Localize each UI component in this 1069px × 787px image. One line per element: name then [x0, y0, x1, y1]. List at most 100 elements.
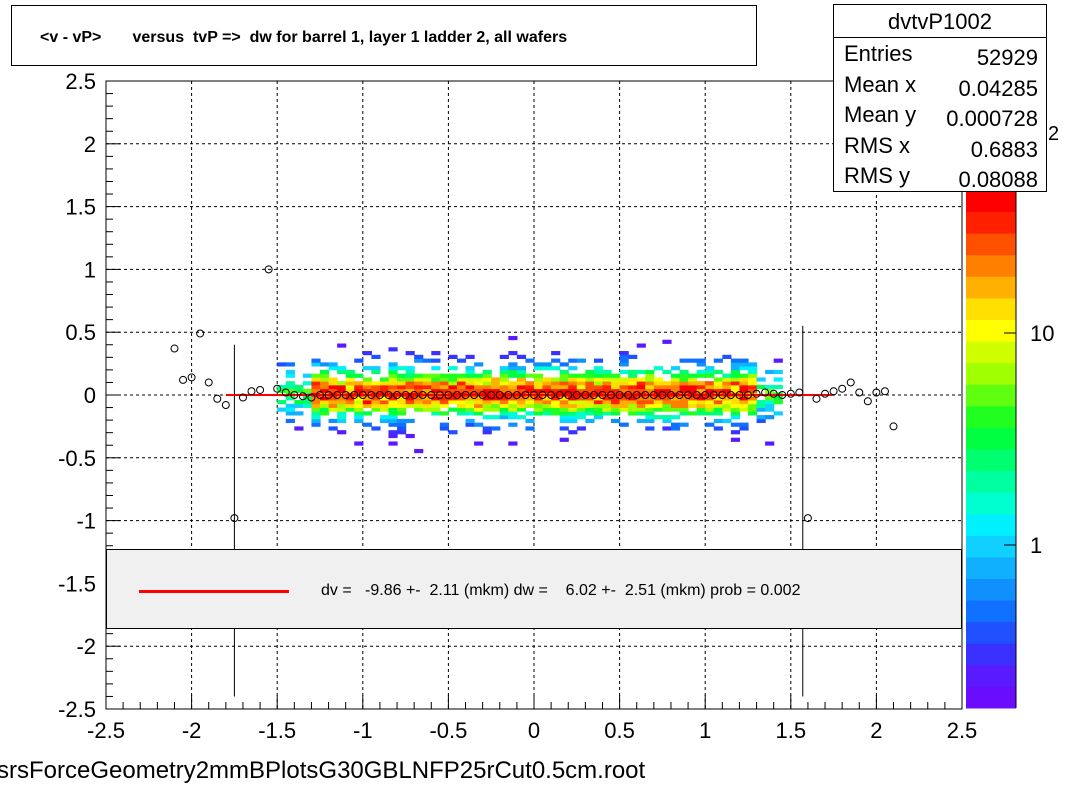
y-tick-label: 2.5	[65, 69, 96, 94]
heatmap-cell	[388, 396, 398, 401]
heatmap-cell	[465, 388, 475, 393]
profile-point	[769, 389, 778, 398]
heatmap-cell	[328, 377, 338, 382]
heatmap-cell	[277, 400, 287, 405]
heatmap-cell	[431, 407, 441, 412]
heatmap-cell	[593, 396, 604, 401]
heatmap-cell	[414, 373, 424, 378]
color-palette: 10 1 2	[966, 123, 1059, 709]
profile-point	[872, 388, 881, 397]
x-tick-label: 1.5	[776, 718, 807, 743]
palette-swatch	[966, 686, 1016, 709]
palette-swatch	[966, 190, 1016, 213]
heatmap-cell	[542, 381, 552, 386]
heatmap-cell	[551, 384, 561, 390]
heatmap-cell	[585, 369, 595, 375]
heatmap-cell	[354, 441, 364, 446]
profile-point	[564, 391, 573, 399]
heatmap-cell	[405, 384, 415, 390]
heatmap-cell	[619, 354, 629, 359]
heatmap-cell	[328, 381, 338, 386]
fit-result-text: dv = -9.86 +- 2.11 (mkm) dw = 6.02 +- 2.…	[321, 582, 801, 599]
heatmap-cell	[448, 384, 458, 390]
heatmap-cell	[636, 388, 646, 393]
heatmap-cell	[602, 411, 612, 416]
heatmap-cell	[414, 400, 424, 405]
heatmap-cell	[328, 384, 338, 390]
heatmap-cell	[320, 411, 330, 416]
heatmap-cell	[354, 400, 364, 405]
heatmap-cell	[602, 373, 612, 378]
palette-swatch	[966, 254, 1016, 277]
heatmap-cell	[765, 396, 775, 401]
heatmap-cell	[568, 358, 578, 363]
fit-legend-line	[139, 590, 289, 593]
heatmap-cell	[397, 373, 407, 378]
profile-point	[247, 387, 256, 396]
heatmap-cell	[388, 366, 398, 371]
x-tick-label: -2	[182, 718, 202, 743]
heatmap-cell	[551, 381, 561, 386]
heatmap-cell	[345, 407, 355, 412]
profile-point	[393, 391, 402, 399]
heatmap-cell	[670, 415, 681, 420]
heatmap-cell	[713, 411, 723, 416]
heatmap-cell	[354, 358, 364, 363]
heatmap-cell	[722, 384, 732, 390]
heatmap-cell	[294, 403, 304, 408]
heatmap-cell	[371, 381, 381, 386]
heatmap-cell	[670, 396, 681, 401]
heatmap-cell	[302, 381, 313, 386]
heatmap-cell	[277, 388, 287, 393]
heatmap-cell	[739, 400, 749, 405]
heatmap-cell	[713, 358, 723, 363]
heatmap-cell	[662, 339, 672, 344]
heatmap-cell	[688, 358, 698, 363]
heatmap-cell	[362, 381, 372, 386]
heatmap-cell	[499, 411, 509, 416]
profile-point	[726, 391, 735, 399]
profile-point	[718, 391, 727, 399]
heatmap-cell	[670, 373, 681, 378]
heatmap-cell	[636, 403, 646, 408]
profile-point	[521, 391, 530, 399]
heatmap-cell	[439, 403, 449, 408]
heatmap-cell	[679, 422, 689, 427]
profile-point	[281, 388, 290, 397]
heatmap-cell	[576, 403, 586, 408]
chart-title: <v - vP> versus tvP => dw for barrel 1, …	[40, 29, 568, 46]
heatmap-cell	[371, 369, 381, 375]
heatmap-cell	[474, 362, 484, 367]
heatmap-cell	[670, 407, 681, 412]
palette-swatch	[966, 643, 1016, 666]
heatmap-cell	[653, 407, 663, 412]
heatmap-cell	[448, 388, 458, 393]
heatmap-cell	[559, 373, 569, 378]
heatmap-cell	[748, 369, 758, 375]
heatmap-cell	[491, 381, 501, 386]
heatmap-cell	[705, 381, 715, 386]
profile-point	[478, 391, 487, 399]
heatmap-cell	[474, 388, 484, 393]
profile-point	[452, 391, 461, 399]
heatmap-cell	[696, 388, 706, 393]
heatmap-cell	[739, 407, 749, 412]
palette-swatch	[966, 621, 1016, 644]
heatmap-cell	[653, 381, 663, 386]
heatmap-cell	[688, 403, 698, 408]
x-tick-label: 0	[528, 718, 540, 743]
heatmap-cell	[311, 388, 321, 393]
heatmap-cell	[568, 388, 578, 393]
heatmap-cell	[439, 373, 449, 378]
heatmap-cell	[371, 403, 381, 408]
heatmap-cell	[722, 418, 732, 424]
profile-point	[803, 514, 812, 523]
heatmap-cell	[705, 369, 715, 375]
y-tick-label: -2.5	[58, 697, 96, 722]
heatmap-cell	[397, 366, 407, 371]
stats-box: dvtvP1002 Entries 52929 Mean x 0.04285 M…	[833, 4, 1047, 192]
heatmap-cell	[362, 396, 372, 401]
heatmap-cell	[593, 366, 604, 371]
profile-point	[658, 391, 667, 399]
x-tick-label: 1	[699, 718, 711, 743]
